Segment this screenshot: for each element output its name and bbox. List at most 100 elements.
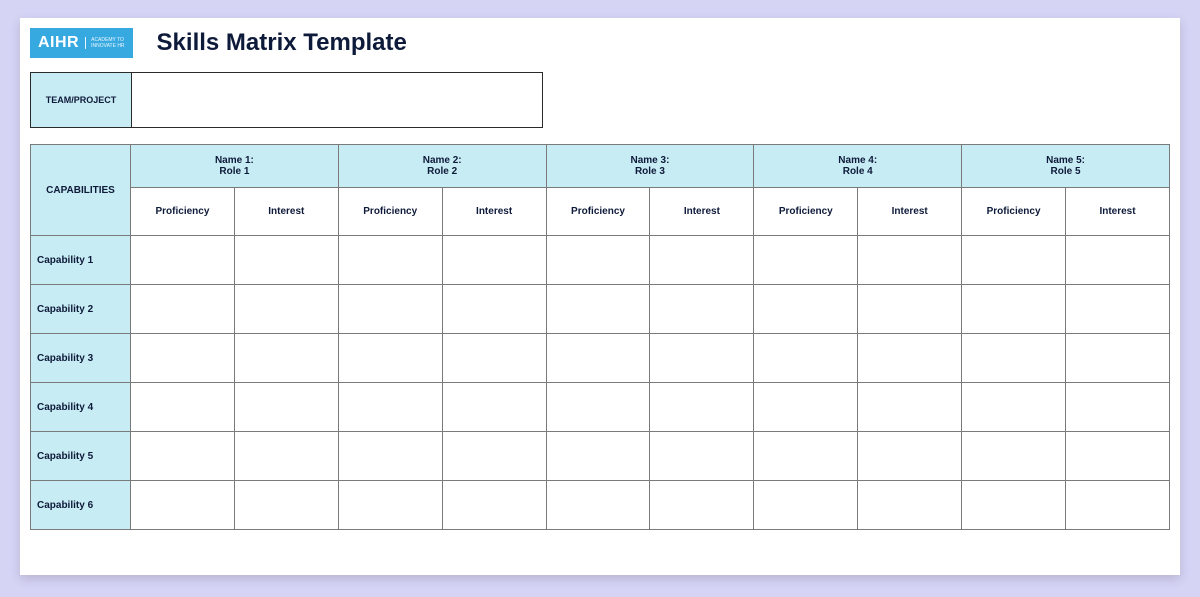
capability-rows: Capability 1 Capability 2 Capability 3 — [31, 236, 1170, 530]
matrix-cell[interactable] — [546, 481, 650, 530]
matrix-cell[interactable] — [858, 334, 962, 383]
matrix-cell[interactable] — [754, 334, 858, 383]
matrix-cell[interactable] — [338, 334, 442, 383]
subheader-proficiency: Proficiency — [546, 188, 650, 236]
matrix-cell[interactable] — [858, 481, 962, 530]
matrix-cell[interactable] — [546, 285, 650, 334]
subheader-interest: Interest — [650, 188, 754, 236]
person-header-4: Name 4: Role 4 — [754, 145, 962, 188]
matrix-cell[interactable] — [858, 432, 962, 481]
matrix-cell[interactable] — [754, 432, 858, 481]
capabilities-header: CAPABILITIES — [31, 145, 131, 236]
matrix-cell[interactable] — [962, 383, 1066, 432]
team-project-field[interactable] — [132, 72, 543, 128]
subheader-proficiency: Proficiency — [754, 188, 858, 236]
matrix-cell[interactable] — [858, 236, 962, 285]
subheader-proficiency: Proficiency — [962, 188, 1066, 236]
matrix-cell[interactable] — [858, 285, 962, 334]
table-row: Capability 1 — [31, 236, 1170, 285]
matrix-cell[interactable] — [442, 383, 546, 432]
person-header-5: Name 5: Role 5 — [962, 145, 1170, 188]
matrix-cell[interactable] — [1066, 334, 1170, 383]
matrix-cell[interactable] — [1066, 236, 1170, 285]
matrix-cell[interactable] — [234, 334, 338, 383]
matrix-cell[interactable] — [546, 236, 650, 285]
subheader-interest: Interest — [1066, 188, 1170, 236]
matrix-cell[interactable] — [234, 481, 338, 530]
matrix-cell[interactable] — [962, 285, 1066, 334]
matrix-cell[interactable] — [546, 334, 650, 383]
subheader-interest: Interest — [442, 188, 546, 236]
capability-label: Capability 5 — [31, 432, 131, 481]
skills-matrix-table: CAPABILITIES Name 1: Role 1 Name 2: Role… — [30, 144, 1170, 530]
matrix-cell[interactable] — [754, 285, 858, 334]
matrix-cell[interactable] — [650, 383, 754, 432]
table-row: Capability 5 — [31, 432, 1170, 481]
matrix-cell[interactable] — [1066, 481, 1170, 530]
matrix-cell[interactable] — [650, 285, 754, 334]
subheader-row: Proficiency Interest Proficiency Interes… — [31, 188, 1170, 236]
matrix-cell[interactable] — [338, 236, 442, 285]
person-header-3: Name 3: Role 3 — [546, 145, 754, 188]
matrix-cell[interactable] — [131, 432, 235, 481]
matrix-cell[interactable] — [962, 334, 1066, 383]
matrix-cell[interactable] — [546, 383, 650, 432]
table-row: Capability 4 — [31, 383, 1170, 432]
matrix-cell[interactable] — [442, 334, 546, 383]
matrix-cell[interactable] — [650, 432, 754, 481]
logo-text: AIHR — [38, 34, 79, 52]
matrix-cell[interactable] — [1066, 432, 1170, 481]
matrix-cell[interactable] — [962, 481, 1066, 530]
matrix-cell[interactable] — [131, 334, 235, 383]
matrix-cell[interactable] — [546, 432, 650, 481]
subheader-proficiency: Proficiency — [338, 188, 442, 236]
matrix-cell[interactable] — [650, 481, 754, 530]
people-header-row: CAPABILITIES Name 1: Role 1 Name 2: Role… — [31, 145, 1170, 188]
subheader-interest: Interest — [858, 188, 962, 236]
capability-label: Capability 4 — [31, 383, 131, 432]
capability-label: Capability 6 — [31, 481, 131, 530]
matrix-cell[interactable] — [338, 285, 442, 334]
matrix-cell[interactable] — [754, 481, 858, 530]
aihr-logo: AIHR ACADEMY TO INNOVATE HR — [30, 28, 133, 58]
matrix-cell[interactable] — [234, 236, 338, 285]
top-bar: AIHR ACADEMY TO INNOVATE HR Skills Matri… — [30, 28, 1172, 58]
matrix-cell[interactable] — [338, 383, 442, 432]
table-row: Capability 3 — [31, 334, 1170, 383]
team-project-row: TEAM/PROJECT — [30, 72, 1172, 128]
logo-subtext: ACADEMY TO INNOVATE HR — [85, 37, 124, 49]
matrix-cell[interactable] — [442, 432, 546, 481]
matrix-cell[interactable] — [131, 481, 235, 530]
matrix-cell[interactable] — [650, 334, 754, 383]
subheader-interest: Interest — [234, 188, 338, 236]
matrix-cell[interactable] — [442, 481, 546, 530]
matrix-cell[interactable] — [131, 285, 235, 334]
matrix-cell[interactable] — [234, 285, 338, 334]
matrix-cell[interactable] — [650, 236, 754, 285]
matrix-cell[interactable] — [754, 236, 858, 285]
matrix-cell[interactable] — [234, 383, 338, 432]
page-title: Skills Matrix Template — [157, 29, 407, 57]
person-header-2: Name 2: Role 2 — [338, 145, 546, 188]
matrix-cell[interactable] — [962, 432, 1066, 481]
team-project-label: TEAM/PROJECT — [30, 72, 132, 128]
matrix-cell[interactable] — [338, 481, 442, 530]
matrix-cell[interactable] — [442, 236, 546, 285]
matrix-cell[interactable] — [338, 432, 442, 481]
matrix-cell[interactable] — [1066, 285, 1170, 334]
matrix-cell[interactable] — [131, 383, 235, 432]
worksheet: AIHR ACADEMY TO INNOVATE HR Skills Matri… — [20, 18, 1180, 575]
matrix-cell[interactable] — [858, 383, 962, 432]
capability-label: Capability 3 — [31, 334, 131, 383]
matrix-cell[interactable] — [1066, 383, 1170, 432]
matrix-cell[interactable] — [131, 236, 235, 285]
table-row: Capability 6 — [31, 481, 1170, 530]
matrix-cell[interactable] — [754, 383, 858, 432]
matrix-cell[interactable] — [442, 285, 546, 334]
matrix-cell[interactable] — [234, 432, 338, 481]
capability-label: Capability 2 — [31, 285, 131, 334]
person-header-1: Name 1: Role 1 — [131, 145, 339, 188]
capability-label: Capability 1 — [31, 236, 131, 285]
matrix-cell[interactable] — [962, 236, 1066, 285]
table-row: Capability 2 — [31, 285, 1170, 334]
